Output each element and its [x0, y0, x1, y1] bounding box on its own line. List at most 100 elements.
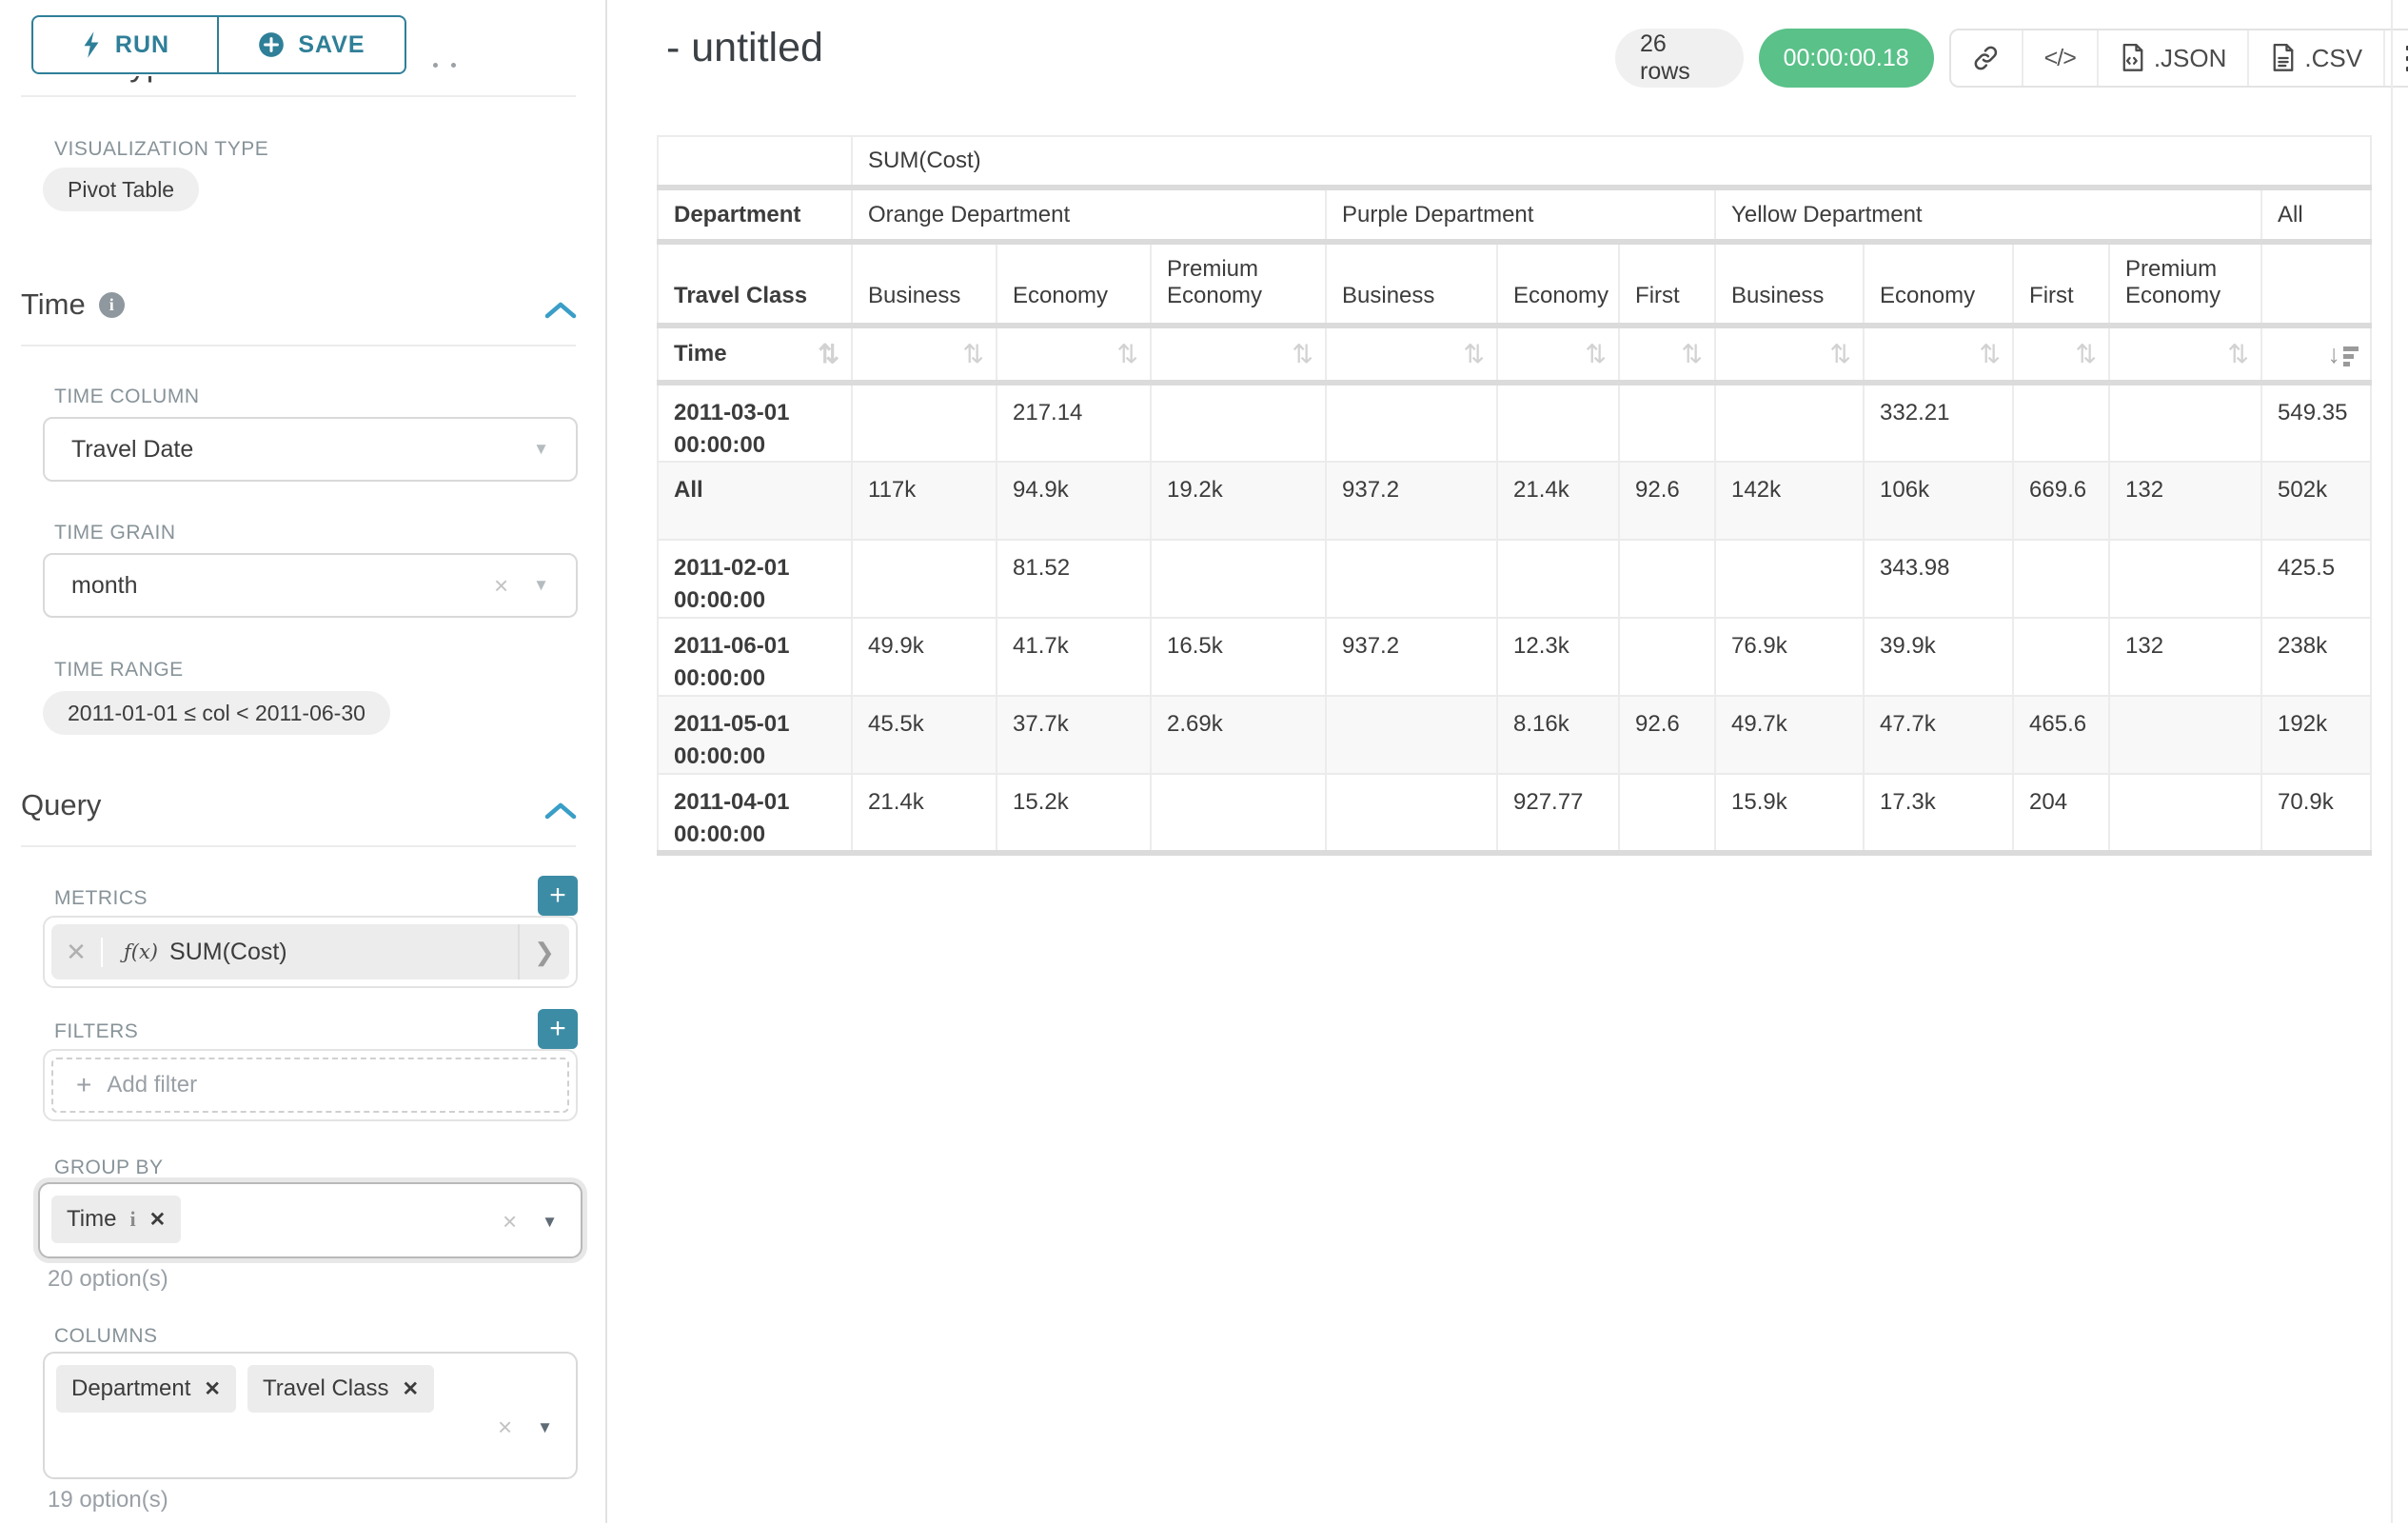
travel-class-header: Business — [1325, 242, 1498, 328]
json-file-icon — [2122, 44, 2143, 71]
department-group-header: Orange Department — [851, 188, 1327, 245]
sort-icon[interactable]: ⇅ — [2075, 339, 2098, 368]
value-cell — [1325, 774, 1498, 857]
clear-icon[interactable]: × — [497, 1413, 513, 1441]
query-section-header[interactable]: Query — [21, 788, 102, 821]
remove-tag-icon[interactable]: ✕ — [402, 1377, 420, 1400]
viz-type-pill[interactable]: Pivot Table — [43, 168, 200, 211]
value-cell — [851, 383, 997, 464]
add-metric-button[interactable]: + — [538, 876, 578, 916]
group-by-label: GROUP BY — [54, 1157, 164, 1178]
sort-icon[interactable]: ⇅ — [818, 339, 839, 368]
add-filter-plus-button[interactable]: + — [538, 1009, 578, 1049]
time-section-header[interactable]: Time i — [21, 287, 125, 322]
group-by-select[interactable]: Time i ✕ × ▼ — [38, 1182, 582, 1258]
value-cell: 45.5k — [851, 696, 997, 776]
travel-class-dimension-label: Travel Class — [657, 242, 853, 328]
remove-metric-icon[interactable]: ✕ — [51, 937, 103, 967]
time-column-label: TIME COLUMN — [54, 386, 200, 407]
embed-code-button[interactable]: </> — [2023, 30, 2099, 86]
value-cell: 502k — [2260, 462, 2373, 542]
value-cell: 37.7k — [996, 696, 1152, 776]
sort-header-cell: ⇅ — [1618, 326, 1717, 386]
copy-link-button[interactable] — [1951, 30, 2023, 86]
columns-label: COLUMNS — [54, 1325, 158, 1347]
value-cell — [1150, 383, 1327, 464]
metric-pill[interactable]: ✕ ƒ(x) SUM(Cost) ❯ — [51, 924, 569, 979]
collapse-chevron-icon[interactable] — [544, 301, 577, 320]
travel-class-header: First — [1618, 242, 1717, 328]
metric-name: SUM(Cost) — [169, 938, 287, 965]
dimension-tag[interactable]: Travel Class ✕ — [247, 1365, 435, 1413]
query-timer-badge: 00:00:00.18 — [1758, 29, 1934, 88]
lightning-icon — [84, 31, 99, 58]
dimension-tag[interactable]: Department ✕ — [56, 1365, 236, 1413]
value-cell — [1618, 383, 1717, 464]
plus-circle-icon — [259, 32, 285, 57]
sort-icon[interactable]: ⇅ — [1681, 339, 1704, 368]
scroll-edge-line — [2391, 0, 2393, 1523]
columns-select[interactable]: Department ✕ Travel Class ✕ × ▼ — [43, 1352, 578, 1479]
sort-header-cell: ⇅ — [1495, 326, 1621, 386]
save-button[interactable]: SAVE — [219, 15, 406, 74]
add-filter-button[interactable]: + Add filter — [51, 1058, 569, 1113]
collapse-chevron-icon[interactable] — [544, 801, 577, 821]
dimension-tag[interactable]: Time i ✕ — [51, 1196, 182, 1243]
value-cell — [1495, 383, 1621, 464]
table-row: 2011-06-01 00:00:00 49.9k 41.7k 16.5k 937.2 1… — [657, 618, 2373, 698]
sort-icon[interactable]: ⇅ — [2227, 339, 2250, 368]
row-header-cell: 2011-06-01 00:00:00 — [657, 618, 853, 698]
department-group-header: Purple Department — [1324, 188, 1717, 245]
chart-title[interactable]: - untitled — [666, 25, 823, 70]
chevron-right-icon[interactable]: ❯ — [518, 924, 569, 979]
value-cell: 16.5k — [1150, 618, 1327, 698]
sort-icon[interactable]: ⇅ — [1116, 339, 1138, 368]
export-json-button[interactable]: .JSON — [2099, 30, 2250, 86]
clear-icon[interactable]: × — [502, 1207, 518, 1236]
tag-label: Department — [71, 1375, 191, 1401]
value-cell: 132 — [2108, 618, 2263, 698]
value-cell: 927.77 — [1495, 774, 1621, 857]
sort-icon[interactable]: ⇅ — [962, 339, 984, 368]
sort-icon[interactable]: ⇅ — [1979, 339, 2002, 368]
pivot-table-container: SUM(Cost) Department Orange Department Purp… — [657, 135, 2373, 857]
value-cell: 425.5 — [2260, 540, 2373, 620]
export-csv-button[interactable]: .CSV — [2249, 30, 2386, 86]
sort-icon[interactable]: ⇅ — [1292, 339, 1313, 368]
sort-icon[interactable]: ⇅ — [1463, 339, 1485, 368]
time-column-select[interactable]: Travel Date ▼ — [43, 417, 578, 482]
value-cell: 19.2k — [1150, 462, 1327, 542]
more-menu-button[interactable] — [2385, 30, 2408, 86]
value-cell — [1150, 774, 1327, 857]
row-header-cell: All — [657, 462, 853, 542]
travel-class-header: Business — [851, 242, 997, 328]
control-panel: Chart Type RUN SAVE VISUALIZATION TYPE P… — [0, 0, 607, 1523]
export-button-group: </> .JSON .CSV — [1948, 29, 2408, 88]
value-cell: 332.21 — [1863, 383, 2015, 464]
sort-header-cell: ⇅ — [2108, 326, 2263, 386]
info-icon: i — [129, 1207, 136, 1231]
info-icon: i — [98, 291, 125, 318]
value-cell — [2108, 696, 2263, 776]
sort-icon[interactable]: ⇅ — [1829, 339, 1852, 368]
clear-icon[interactable]: × — [493, 570, 509, 600]
sort-header-cell: ↓ — [2260, 326, 2373, 386]
sort-icon[interactable]: ⇅ — [1585, 339, 1608, 368]
value-cell: 81.52 — [996, 540, 1152, 620]
value-cell — [1325, 540, 1498, 620]
value-cell — [2108, 774, 2263, 857]
time-grain-select[interactable]: month × ▼ — [43, 553, 578, 618]
plus-icon: + — [76, 1070, 92, 1099]
sort-header-cell: ⇅ — [1863, 326, 2015, 386]
value-cell — [2108, 540, 2263, 620]
run-button[interactable]: RUN — [31, 15, 219, 74]
time-range-pill[interactable]: 2011-01-01 ≤ col < 2011-06-30 — [43, 691, 390, 735]
value-cell — [1495, 540, 1621, 620]
options-hint: 20 option(s) — [48, 1266, 168, 1292]
value-cell: 2.69k — [1150, 696, 1327, 776]
remove-tag-icon[interactable]: ✕ — [204, 1377, 221, 1400]
value-cell — [1618, 618, 1717, 698]
value-cell: 15.9k — [1714, 774, 1865, 857]
remove-tag-icon[interactable]: ✕ — [148, 1208, 167, 1231]
sort-desc-icon[interactable]: ↓ — [2328, 341, 2359, 366]
